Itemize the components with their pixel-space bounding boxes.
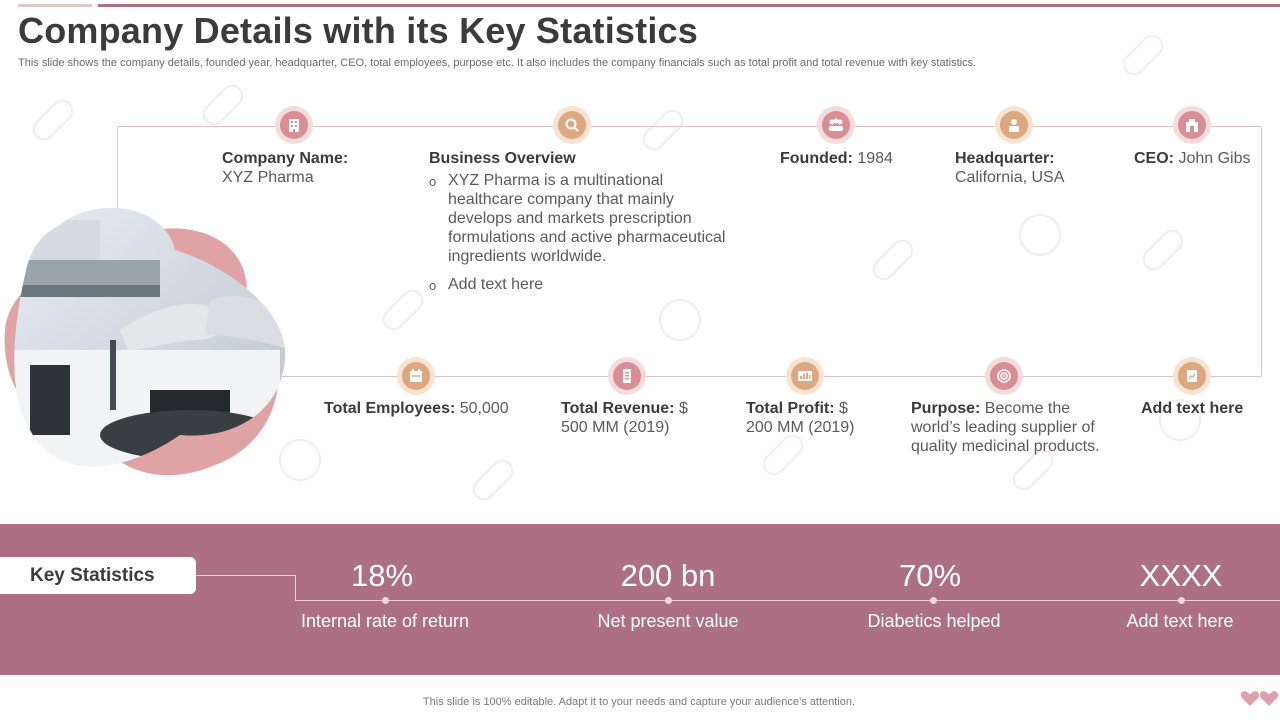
business-overview-bullet: Add text here [429,275,729,295]
connector-line [196,575,296,576]
headquarter-block: Headquarter: California, USA [955,149,1105,187]
timeline-dot [665,597,672,604]
revenue-label: Total Revenue: [561,400,675,417]
search-icon [558,111,586,139]
calendar-icon [402,362,430,390]
stat-label-irr: Internal rate of return [300,611,470,631]
ceo-icon [1178,111,1206,139]
page-title: Company Details with its Key Statistics [18,10,698,51]
company-name-value: XYZ Pharma [222,169,314,186]
purpose-value: Become the world’s leading supplier of q… [911,400,1100,455]
purpose-block: Purpose: Become the world’s leading supp… [911,399,1103,456]
business-overview-block: Business Overview XYZ Pharma is a multin… [429,149,729,295]
headquarter-icon-badge [995,106,1033,144]
purpose-label: Purpose: [911,400,981,417]
add-text-icon-badge [1173,357,1211,395]
add-text-label: Add text here [1141,400,1244,417]
page-subtitle: This slide shows the company details, fo… [18,57,977,69]
stat-label-npv: Net present value [597,611,739,631]
profit-label: Total Profit: [746,400,835,417]
business-overview-bullet: XYZ Pharma is a multinational healthcare… [429,171,729,266]
group-icon [822,111,850,139]
purpose-icon-badge [985,357,1023,395]
stat-label-add: Add text here [1126,611,1234,631]
business-overview-label: Business Overview [429,150,576,167]
timeline-dot [930,597,937,604]
report-icon [1178,362,1206,390]
ceo-value: John Gibs [1174,150,1251,167]
headquarter-value: California, USA [955,169,1065,186]
profit-icon-badge [786,357,824,395]
add-text-block: Add text here [1141,399,1271,418]
profit-value: $ 200 MM (2019) [746,400,855,436]
founded-value: 1984 [852,150,893,167]
top-accent-short [18,4,92,7]
office-person-icon [1000,111,1028,139]
ceo-icon-badge [1173,106,1211,144]
key-statistics-heading: Key Statistics [0,557,196,594]
headquarter-label: Headquarter: [955,150,1055,167]
key-statistics-band [0,524,1280,675]
footer-note: This slide is 100% editable. Adapt it to… [422,696,856,708]
employees-value: 50,000 [455,400,509,417]
top-accent-long [98,4,1280,7]
company-name-block: Company Name: XYZ Pharma [222,149,402,187]
timeline-line [295,600,1280,601]
employees-label: Total Employees: [324,400,456,417]
business-overview-list: XYZ Pharma is a multinational healthcare… [429,171,729,295]
company-name-icon-badge [275,106,313,144]
ceo-label: CEO: [1134,150,1174,167]
ceo-block: CEO: John Gibs [1134,149,1274,168]
founded-label: Founded: [780,150,853,167]
employees-block: Total Employees: 50,000 [324,399,524,418]
hearts-icon [1240,691,1278,706]
timeline-dot [382,597,389,604]
stat-label-diabetics: Diabetics helped [867,611,1001,631]
stat-value-irr: 18% [350,558,414,593]
employees-icon-badge [397,357,435,395]
revenue-block: Total Revenue: $ 500 MM (2019) [561,399,701,437]
building-icon [280,111,308,139]
stat-value-add: XXXX [1139,558,1223,593]
company-name-label: Company Name: [222,150,349,167]
revenue-value: $ 500 MM (2019) [561,400,688,436]
timeline-dot [1178,597,1185,604]
dashboard-icon [791,362,819,390]
connector-line [295,575,296,601]
stat-value-diabetics: 70% [898,558,962,593]
profit-block: Total Profit: $ 200 MM (2019) [746,399,866,437]
founded-icon-badge [817,106,855,144]
target-icon [990,362,1018,390]
stat-value-npv: 200 bn [620,558,716,593]
business-overview-icon-badge [553,106,591,144]
lab-photo [0,200,300,480]
revenue-icon-badge [608,357,646,395]
founded-block: Founded: 1984 [780,149,930,168]
document-icon [613,362,641,390]
